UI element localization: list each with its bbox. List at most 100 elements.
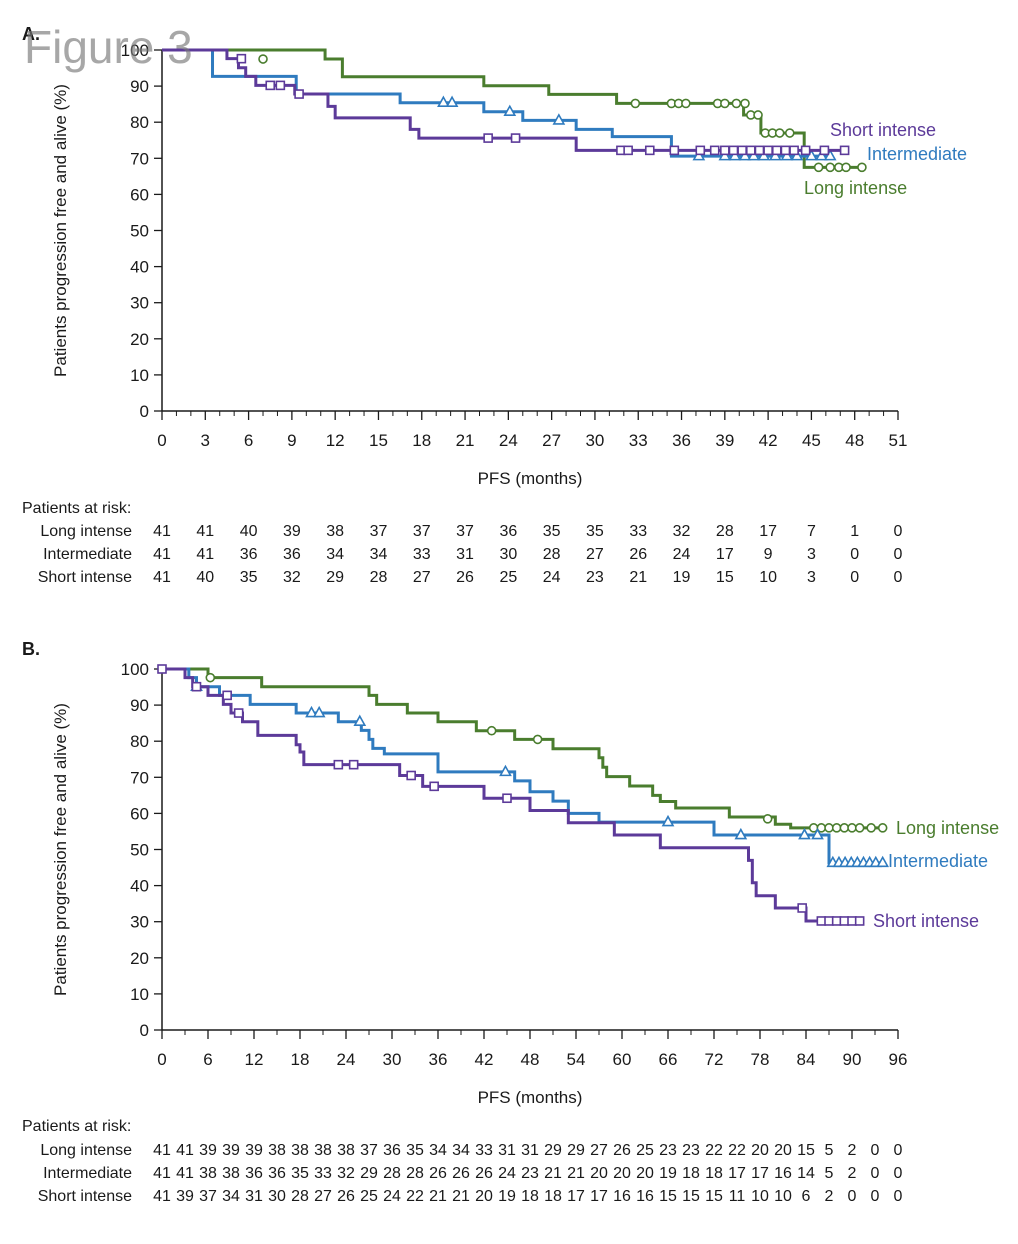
series-long (162, 48, 867, 173)
x-axis-label: PFS (months) (478, 469, 583, 488)
x-tick-label: 12 (326, 431, 345, 450)
risk-count: 38 (337, 1142, 355, 1159)
risk-count: 20 (636, 1165, 654, 1182)
censor-marker-triangle (499, 764, 512, 777)
censor-marker-triangle (445, 95, 459, 108)
censor-marker-circle (831, 823, 842, 833)
risk-count: 28 (543, 546, 561, 563)
x-tick-label: 15 (369, 431, 388, 450)
risk-count: 19 (498, 1188, 516, 1205)
risk-count: 28 (370, 569, 388, 586)
risk-count: 39 (283, 523, 301, 540)
risk-count: 41 (153, 1188, 171, 1205)
risk-count: 24 (498, 1165, 516, 1182)
censor-marker-circle (784, 128, 795, 138)
risk-count: 29 (326, 569, 344, 586)
censor-marker-circle (532, 734, 543, 745)
censor-marker-square (780, 145, 791, 156)
risk-count: 22 (406, 1188, 424, 1205)
risk-count: 28 (291, 1188, 309, 1205)
censor-marker-circle (720, 98, 730, 109)
x-tick-label: 66 (659, 1050, 678, 1069)
risk-count: 25 (499, 569, 517, 586)
risk-count: 10 (751, 1188, 769, 1205)
x-tick-label: 0 (157, 431, 166, 450)
risk-row-label: Short intense (38, 569, 132, 586)
risk-count: 28 (406, 1165, 424, 1182)
risk-count: 38 (268, 1142, 286, 1159)
censor-marker-square (695, 145, 706, 156)
x-tick-label: 18 (412, 431, 431, 450)
risk-count: 2 (848, 1165, 857, 1182)
censor-marker-square (709, 145, 720, 156)
censor-marker-triangle (503, 104, 517, 117)
x-tick-label: 21 (456, 431, 475, 450)
risk-count: 10 (759, 569, 777, 586)
panel-b: B.0 6 12 18 24 30 36 42 48 54 60 66 72 78 84 90 96010203… (22, 639, 999, 1205)
censor-marker-square (797, 903, 807, 913)
risk-count: 17 (728, 1165, 746, 1182)
censor-marker-square (233, 708, 244, 718)
y-tick-label: 40 (130, 877, 149, 896)
y-tick-label: 70 (130, 149, 149, 168)
censor-marker-circle (866, 823, 876, 833)
risk-count: 39 (245, 1142, 263, 1159)
censor-marker-square (157, 664, 167, 674)
censor-marker-square (333, 759, 344, 770)
risk-count: 26 (613, 1142, 631, 1159)
risk-count: 20 (475, 1188, 493, 1205)
risk-count: 20 (613, 1165, 631, 1182)
risk-count: 30 (268, 1188, 286, 1205)
risk-count: 19 (659, 1165, 677, 1182)
censor-marker-square (831, 916, 842, 926)
x-tick-label: 78 (751, 1050, 770, 1069)
censor-marker-square (839, 145, 850, 156)
risk-count: 20 (590, 1165, 608, 1182)
risk-count: 29 (360, 1165, 378, 1182)
y-tick-label: 40 (130, 258, 149, 277)
risk-count: 32 (283, 569, 301, 586)
risk-count: 36 (268, 1165, 286, 1182)
risk-count: 17 (716, 546, 734, 563)
risk-count: 17 (751, 1165, 769, 1182)
censor-marker-square (854, 916, 865, 926)
censor-marker-triangle (876, 855, 890, 868)
risk-count: 31 (456, 546, 474, 563)
series-label-long: Long intense (804, 178, 907, 198)
risk-count: 26 (429, 1165, 447, 1182)
risk-count: 23 (521, 1165, 539, 1182)
x-tick-label: 6 (244, 431, 253, 450)
risk-count: 0 (894, 546, 903, 563)
risk-count: 36 (283, 546, 301, 563)
risk-count: 37 (456, 523, 474, 540)
x-tick-label: 27 (542, 431, 561, 450)
x-tick-label: 9 (287, 431, 296, 450)
y-tick-label: 80 (130, 113, 149, 132)
risk-count: 40 (196, 569, 214, 586)
x-tick-label: 0 (157, 1050, 166, 1069)
panel-label: B. (22, 639, 40, 659)
risk-count: 21 (544, 1165, 562, 1182)
risk-count: 21 (452, 1188, 470, 1205)
risk-count: 29 (544, 1142, 562, 1159)
panel-a: A.0 3 6 9 12 15 18 21 24 27 30 33 36 39 42 45 48 51010203… (22, 24, 967, 586)
risk-count: 17 (590, 1188, 608, 1205)
censor-marker-triangle (661, 814, 675, 827)
risk-count: 25 (636, 1142, 654, 1159)
censor-marker-square (737, 145, 747, 156)
risk-count: 0 (850, 569, 859, 586)
risk-count: 41 (153, 1165, 171, 1182)
censor-marker-square (191, 681, 202, 692)
risk-count: 36 (499, 523, 517, 540)
risk-count: 10 (774, 1188, 792, 1205)
x-tick-label: 3 (201, 431, 210, 450)
risk-count: 24 (673, 546, 691, 563)
x-tick-label: 24 (337, 1050, 356, 1069)
risk-count: 36 (245, 1165, 263, 1182)
series-line-intermediate (162, 667, 883, 865)
risk-count: 16 (613, 1188, 631, 1205)
risk-count: 39 (176, 1188, 194, 1205)
censor-marker-triangle (353, 714, 367, 727)
risk-count: 34 (326, 546, 344, 563)
censor-marker-triangle (437, 95, 450, 108)
